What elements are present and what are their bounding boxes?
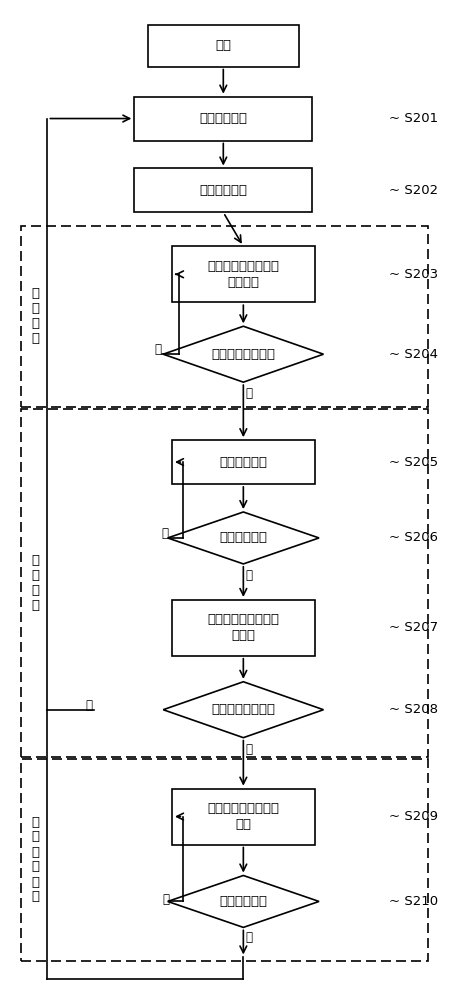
Text: 否: 否 — [86, 699, 93, 712]
Text: 否: 否 — [161, 527, 168, 540]
Text: 信号采样完毕: 信号采样完毕 — [219, 531, 267, 544]
Text: 是: 是 — [245, 931, 253, 944]
Polygon shape — [168, 512, 319, 564]
Text: 是: 是 — [245, 387, 253, 400]
Text: 开始: 开始 — [215, 39, 231, 52]
Text: 算法识别完成: 算法识别完成 — [219, 895, 267, 908]
Bar — [147, 25, 299, 67]
Bar — [172, 600, 315, 656]
Text: 获取设备状态: 获取设备状态 — [199, 112, 247, 125]
Polygon shape — [163, 326, 323, 382]
Bar — [172, 246, 315, 302]
Bar — [172, 789, 315, 845]
Bar — [21, 409, 428, 757]
Text: ~ S203: ~ S203 — [389, 268, 438, 281]
Text: 采样压感信号: 采样压感信号 — [219, 456, 267, 469]
Polygon shape — [168, 875, 319, 927]
Text: 设置检测周期: 设置检测周期 — [199, 184, 247, 197]
Text: ~ S206: ~ S206 — [389, 531, 438, 544]
Text: ~ S204: ~ S204 — [389, 348, 438, 361]
Text: ~ S209: ~ S209 — [389, 810, 438, 823]
Text: 进入休眠阶段，进行
休眠计时: 进入休眠阶段，进行 休眠计时 — [207, 260, 279, 289]
Text: ~ S202: ~ S202 — [389, 184, 438, 197]
Bar — [21, 226, 428, 407]
Text: 休
眠
阶
段: 休 眠 阶 段 — [32, 287, 39, 345]
Bar — [21, 759, 428, 961]
Text: 信号大于触发阈值: 信号大于触发阈值 — [212, 703, 276, 716]
Bar — [172, 440, 315, 484]
Bar — [134, 168, 313, 212]
Text: 是: 是 — [245, 569, 253, 582]
Text: ~ S205: ~ S205 — [389, 456, 438, 469]
Text: 计时达到设定时间: 计时达到设定时间 — [212, 348, 276, 361]
Text: 将压感信号与触发阈
值比较: 将压感信号与触发阈 值比较 — [207, 613, 279, 642]
Text: 否: 否 — [155, 343, 162, 356]
Text: 算
法
识
别
过
程: 算 法 识 别 过 程 — [32, 816, 39, 904]
Text: ~ S210: ~ S210 — [389, 895, 438, 908]
Text: ~ S208: ~ S208 — [389, 703, 438, 716]
Polygon shape — [163, 682, 323, 738]
Text: 对压感信号进行算法
识别: 对压感信号进行算法 识别 — [207, 802, 279, 831]
Text: ~ S207: ~ S207 — [389, 621, 438, 634]
Text: 是: 是 — [245, 743, 253, 756]
Text: 否: 否 — [162, 893, 169, 906]
Text: 采
样
过
程: 采 样 过 程 — [32, 554, 39, 612]
Text: ~ S201: ~ S201 — [389, 112, 438, 125]
Bar — [134, 97, 313, 140]
